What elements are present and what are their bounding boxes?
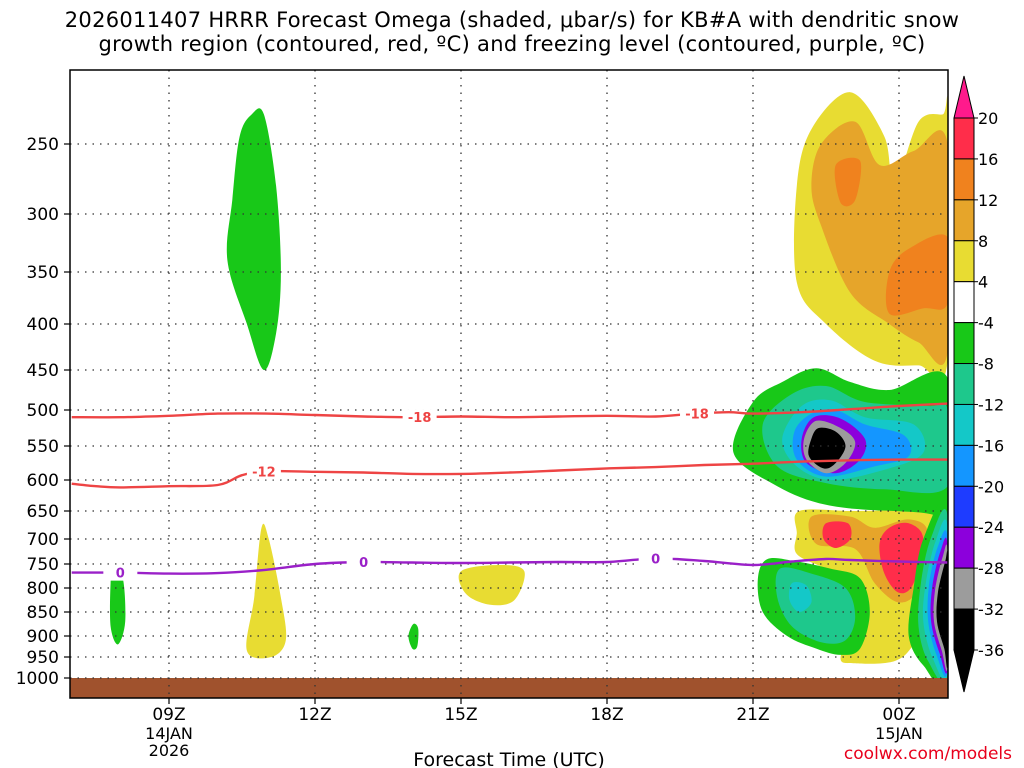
x-tick-date-09Z: 14JAN (145, 724, 193, 743)
contour-minus18 (71, 402, 948, 419)
colorbar-label--20: -20 (978, 477, 1004, 496)
colorbar-bin-4 (953, 281, 975, 324)
colorbar-bin-7 (953, 403, 975, 446)
freezing-level-label-bg (346, 554, 381, 570)
y-tick-label-850: 850 (27, 603, 59, 623)
chart-title-line-2: growth region (contoured, red, ºC) and f… (98, 32, 926, 56)
colorbar-label--28: -28 (978, 559, 1004, 578)
freezing-level-label-bg (638, 550, 673, 567)
contour-minus18-label: -18 (408, 411, 432, 426)
omega-region-mid-black (808, 427, 846, 469)
y-tick-label-750: 750 (27, 555, 59, 575)
omega-region-upper-orange-2 (834, 157, 862, 207)
y-tick-label-350: 350 (27, 263, 59, 283)
contour-minus12 (71, 458, 948, 489)
colorbar-bin-1 (953, 158, 975, 201)
colorbar-label--32: -32 (978, 600, 1004, 619)
y-tick-label-600: 600 (27, 471, 59, 491)
colorbar-bin-9 (953, 485, 975, 528)
colorbar-label--16: -16 (978, 436, 1004, 455)
x-tick-label-15Z: 15Z (444, 705, 477, 725)
colorbar-label--12: -12 (978, 395, 1004, 414)
contour-minus12-label-bg (246, 463, 281, 480)
colorbar-label-20: 20 (978, 109, 998, 128)
omega-region-low-left-green (109, 574, 126, 645)
y-tick-label-800: 800 (27, 579, 59, 599)
x-tick-label-12Z: 12Z (298, 705, 331, 725)
colorbar-bin-8 (953, 444, 975, 487)
credit-text: coolwx.com/models (843, 744, 1012, 764)
colorbar-bin-0 (953, 117, 975, 160)
contour-lines: -18 -18 -12 0 0 0 (71, 402, 948, 582)
contour-minus18-label-bg (680, 405, 715, 422)
contour-minus12-label: -12 (252, 466, 276, 481)
omega-region-edge-black (936, 550, 948, 669)
x-tick-year-09Z: 2026 (149, 741, 190, 760)
x-axis-label: Forecast Time (UTC) (413, 749, 604, 768)
colorbar-label--24: -24 (978, 518, 1004, 537)
colorbar-label-8: 8 (978, 232, 988, 251)
chart-title-line-1: 2026011407 HRRR Forecast Omega (shaded, … (64, 8, 960, 32)
x-tick-label-21Z: 21Z (736, 705, 769, 725)
colorbar-label--8: -8 (978, 355, 994, 374)
colorbar-bin-5 (953, 322, 975, 365)
colorbar-bin-10 (953, 526, 975, 569)
colorbar-bin-11 (953, 567, 975, 610)
freezing-level-label: 0 (651, 553, 660, 568)
y-tick-label-250: 250 (27, 135, 59, 155)
omega-region-upper-orange-3 (885, 234, 948, 316)
omega-region-low-pink-2 (879, 522, 924, 594)
freezing-level-label: 0 (116, 567, 125, 582)
y-tick-label-500: 500 (27, 401, 59, 421)
colorbar-label--4: -4 (978, 314, 994, 333)
colorbar-bin-12 (953, 608, 975, 651)
colorbar-label-16: 16 (978, 150, 998, 169)
freezing-level (71, 557, 948, 575)
omega-region-low-pink-1 (822, 521, 852, 548)
x-tick-label-00Z: 00Z (882, 705, 915, 725)
y-tick-label-400: 400 (27, 315, 59, 335)
freezing-level-label-bg (103, 564, 138, 581)
y-tick-label-550: 550 (27, 437, 59, 457)
colorbar-bottom-arrow (953, 649, 975, 693)
terrain-ground (70, 678, 948, 698)
x-tick-date-00Z: 15JAN (875, 724, 923, 743)
colorbar-bin-6 (953, 363, 975, 405)
omega-region-low-right-cyan (788, 582, 812, 613)
colorbar-label--36: -36 (978, 641, 1004, 660)
y-tick-label-1000: 1000 (16, 669, 59, 689)
y-tick-label-900: 900 (27, 627, 59, 647)
y-tick-label-450: 450 (27, 361, 59, 381)
colorbar-top-arrow (953, 75, 975, 119)
freezing-level-label: 0 (359, 556, 368, 571)
colorbar-label-4: 4 (978, 273, 988, 292)
y-axis: 250 300 350 400 450 500 550 600 650 700 750 800 850 9… (16, 135, 70, 689)
y-tick-label-950: 950 (27, 648, 59, 668)
omega-region-low-green-2 (408, 623, 419, 650)
x-tick-label-18Z: 18Z (590, 705, 623, 725)
colorbar: 20 16 12 8 4 -4 -8 -12 -16 -20 -24 -28 -32 -36 (953, 75, 1004, 693)
colorbar-bin-2 (953, 199, 975, 242)
colorbar-bin-3 (953, 240, 975, 283)
y-tick-label-300: 300 (27, 205, 59, 225)
colorbar-label-12: 12 (978, 191, 998, 210)
contour-minus18-label-bg (402, 409, 437, 426)
x-tick-label-09Z: 09Z (152, 705, 185, 725)
omega-regions (109, 92, 948, 689)
contour-minus18-label: -18 (685, 407, 709, 422)
omega-region-low-yellow-2 (458, 565, 525, 606)
y-tick-label-650: 650 (27, 502, 59, 522)
omega-region-upper-green (226, 108, 281, 371)
y-tick-label-700: 700 (27, 530, 59, 550)
plot-frame (69, 69, 949, 699)
omega-region-low-yellow-1 (246, 523, 287, 659)
